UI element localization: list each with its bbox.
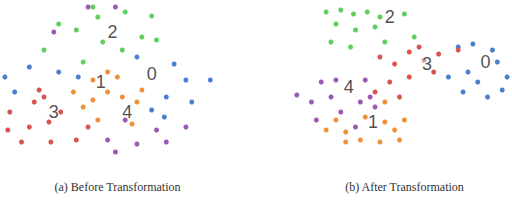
svg-text:3: 3 bbox=[422, 54, 432, 74]
svg-text:1: 1 bbox=[368, 112, 378, 132]
svg-text:0: 0 bbox=[147, 64, 157, 84]
svg-text:2: 2 bbox=[385, 7, 395, 27]
svg-text:2: 2 bbox=[107, 22, 117, 42]
svg-text:4: 4 bbox=[122, 102, 132, 122]
svg-text:4: 4 bbox=[344, 77, 354, 97]
svg-text:0: 0 bbox=[481, 52, 491, 72]
svg-text:3: 3 bbox=[49, 102, 59, 122]
svg-text:(a) Before Transformation: (a) Before Transformation bbox=[55, 180, 181, 194]
svg-text:(b) After Transformation: (b) After Transformation bbox=[345, 180, 464, 194]
svg-text:1: 1 bbox=[96, 72, 106, 92]
